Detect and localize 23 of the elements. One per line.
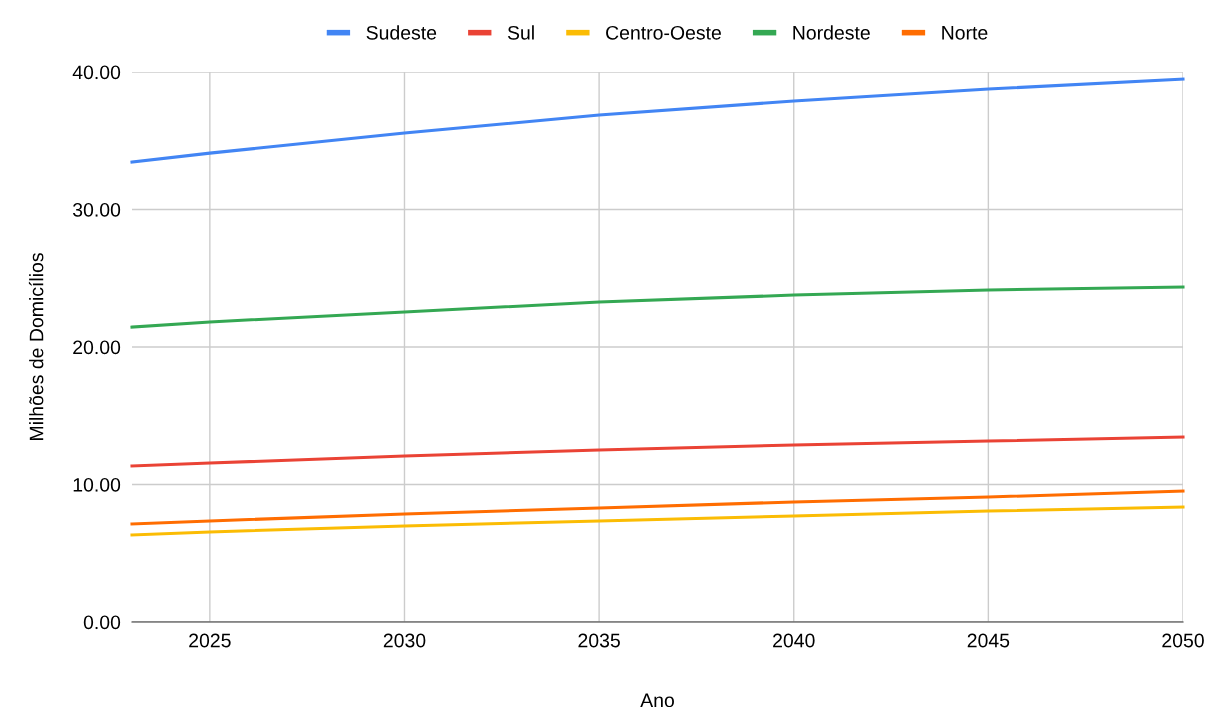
x-tick-label: 2030: [383, 633, 426, 648]
x-tick-label: 2035: [578, 633, 620, 648]
legend-label: Sudeste: [366, 25, 437, 40]
line-series: [130, 505, 1185, 537]
x-tick-label: 2045: [967, 633, 1010, 648]
line-series: [130, 77, 1185, 164]
x-axis-title: Ano: [640, 693, 674, 707]
legend-label: Norte: [942, 26, 988, 40]
x-tick-label: 2050: [1162, 633, 1204, 648]
line-series: [130, 435, 1185, 468]
line-series: [130, 489, 1185, 526]
x-tick-label: 2040: [773, 633, 815, 648]
legend-label: Centro-Oeste: [606, 25, 721, 40]
y-tick-label: 10.00: [73, 477, 121, 492]
line-series: [130, 285, 1185, 329]
x-tick-label: 2025: [189, 633, 231, 648]
y-tick-label: 20.00: [73, 340, 121, 355]
y-tick-label: 40.00: [72, 65, 121, 80]
legend-label: Sul: [507, 25, 534, 40]
y-axis-title: Milhões de Domicílios: [28, 253, 44, 440]
legend-label: Nordeste: [793, 25, 870, 40]
y-tick-label: 30.00: [72, 202, 121, 217]
y-tick-label: 0.00: [83, 615, 121, 630]
